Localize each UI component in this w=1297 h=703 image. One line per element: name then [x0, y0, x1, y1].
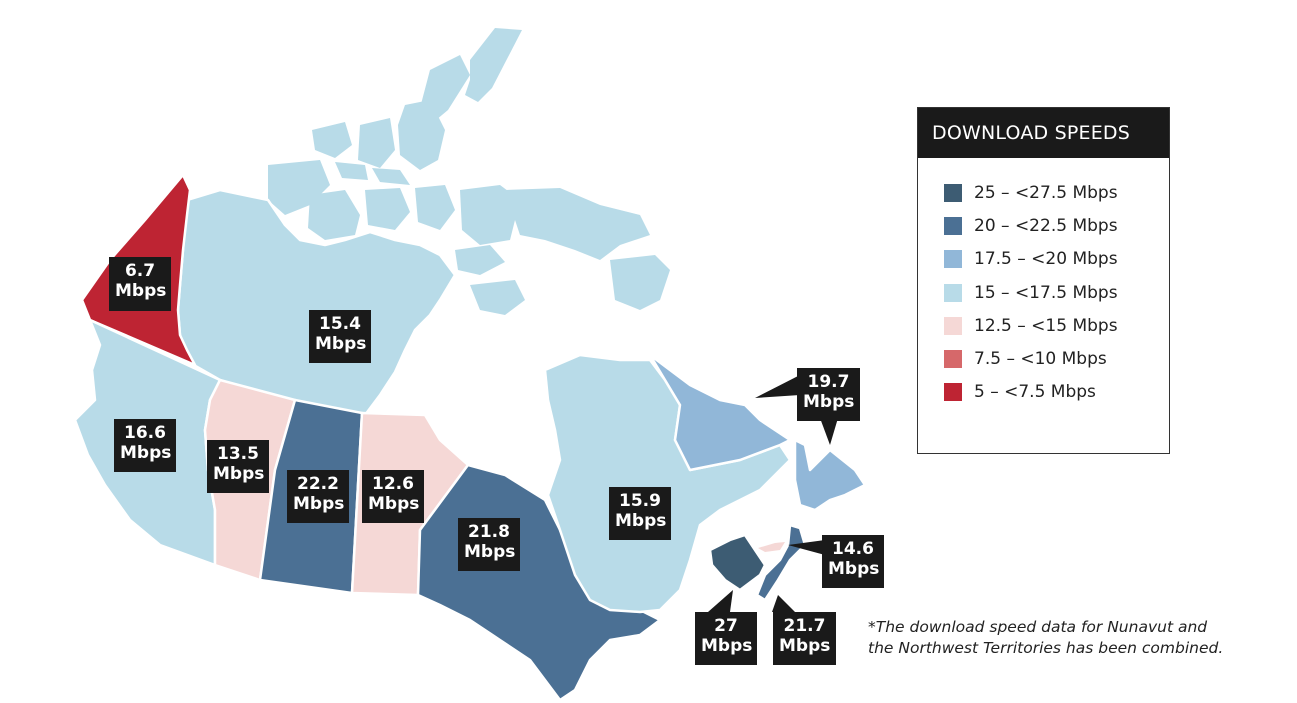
region-labrador: [648, 353, 792, 472]
legend-swatch: [944, 350, 962, 369]
label-british-columbia: 16.6 Mbps: [114, 419, 176, 472]
label-quebec: 15.9 Mbps: [609, 487, 671, 540]
label-nova-scotia: 21.7 Mbps: [773, 612, 836, 665]
legend-title: DOWNLOAD SPEEDS: [918, 108, 1169, 158]
region-new-brunswick: [708, 533, 767, 592]
legend-swatch: [944, 316, 962, 335]
region-pei: [758, 542, 785, 552]
callout-pointers: [708, 375, 838, 612]
legend-swatch: [944, 183, 962, 202]
legend-item: 7.5 – <10 Mbps: [944, 342, 1169, 375]
legend-swatch: [944, 250, 962, 269]
label-manitoba: 12.6 Mbps: [362, 470, 424, 523]
region-nova-scotia: [755, 523, 807, 602]
legend-list: 25 – <27.5 Mbps 20 – <22.5 Mbps 17.5 – <…: [918, 158, 1169, 409]
legend-item: 5 – <7.5 Mbps: [944, 376, 1169, 409]
legend-item: 20 – <22.5 Mbps: [944, 209, 1169, 242]
label-nwt-nunavut: 15.4 Mbps: [309, 310, 371, 363]
label-ontario: 21.8 Mbps: [458, 518, 520, 571]
legend-swatch: [944, 383, 962, 402]
footnote: *The download speed data for Nunavut and…: [868, 618, 1224, 657]
legend-item: 12.5 – <15 Mbps: [944, 309, 1169, 342]
region-newfoundland: [793, 438, 867, 512]
label-saskatchewan: 22.2 Mbps: [287, 470, 349, 523]
legend: DOWNLOAD SPEEDS 25 – <27.5 Mbps 20 – <22…: [917, 107, 1170, 454]
label-alberta: 13.5 Mbps: [207, 440, 269, 493]
legend-swatch: [944, 283, 962, 302]
label-new-brunswick: 27 Mbps: [695, 612, 757, 665]
label-yukon: 6.7 Mbps: [109, 257, 171, 311]
label-newfoundland-labrador: 19.7 Mbps: [797, 368, 860, 421]
legend-item: 15 – <17.5 Mbps: [944, 276, 1169, 309]
legend-item: 25 – <27.5 Mbps: [944, 176, 1169, 209]
label-pei: 14.6 Mbps: [822, 535, 884, 588]
legend-swatch: [944, 216, 962, 235]
legend-item: 17.5 – <20 Mbps: [944, 243, 1169, 276]
arctic-archipelago: [268, 28, 670, 315]
